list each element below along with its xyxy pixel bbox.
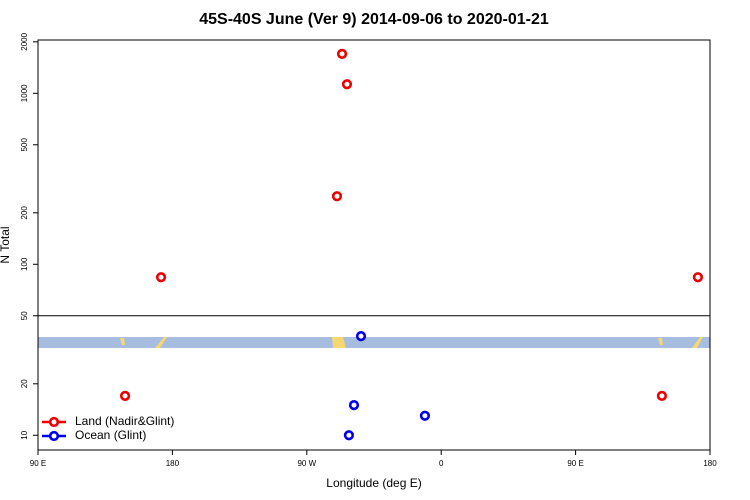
x-tick-label: 90 E	[567, 459, 583, 468]
point	[119, 390, 131, 401]
legend-marker	[48, 430, 60, 442]
y-tick-label: 100	[20, 257, 29, 271]
y-tick-label: 200	[20, 206, 29, 220]
x-tick-label: 90 E	[30, 459, 46, 468]
point	[155, 272, 167, 283]
point	[341, 79, 353, 90]
y-tick-label: 2000	[20, 32, 29, 50]
chart-title: 45S-40S June (Ver 9) 2014-09-06 to 2020-…	[199, 11, 549, 28]
legend-label: Land (Nadir&Glint)	[75, 414, 174, 428]
y-tick-label: 10	[20, 430, 29, 439]
y-tick-label: 20	[20, 379, 29, 388]
legend-marker	[48, 416, 60, 428]
point	[336, 48, 348, 60]
point	[355, 331, 367, 342]
x-tick-label: 180	[166, 459, 180, 468]
point	[343, 430, 355, 441]
y-tick-label: 1000	[20, 84, 29, 102]
y-tick-label: 500	[20, 138, 29, 152]
point	[656, 390, 668, 401]
plot-frame	[37, 39, 711, 451]
map-strip	[38, 337, 710, 348]
x-tick-label: 90 W	[297, 459, 316, 468]
point	[348, 400, 360, 411]
point	[692, 272, 704, 283]
x-tick-label: 0	[439, 459, 444, 468]
point	[331, 191, 343, 202]
y-tick-label: 50	[20, 311, 29, 320]
y-axis-label: N Total	[0, 226, 12, 263]
point	[419, 410, 431, 421]
x-axis-label: Longitude (deg E)	[326, 476, 421, 490]
x-tick-label: 180	[703, 459, 717, 468]
legend-label: Ocean (Glint)	[75, 428, 146, 442]
